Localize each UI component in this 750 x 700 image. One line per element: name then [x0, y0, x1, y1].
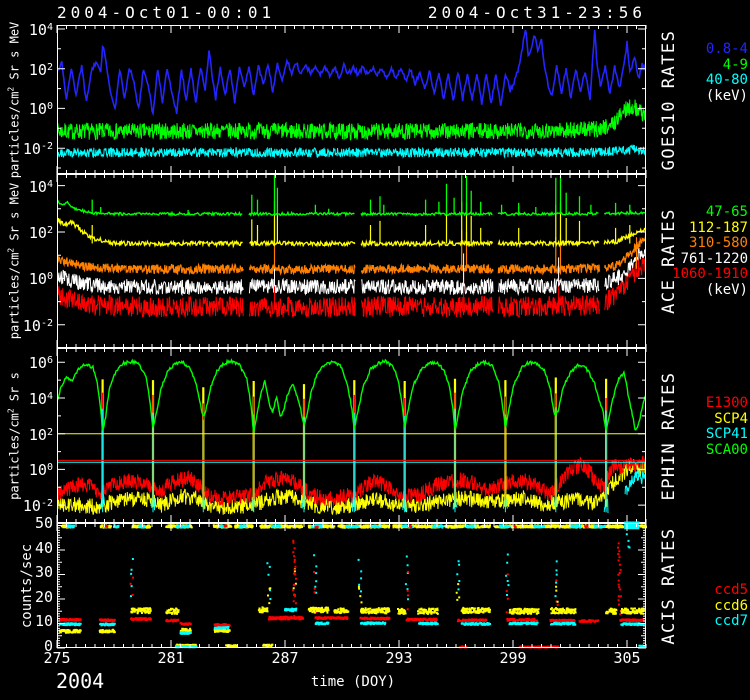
panel-title-acis-rates: ACIS RATES [659, 527, 679, 644]
y-tick-label-acis: 10 [35, 614, 53, 630]
legend-ace-0: 47-65 [706, 205, 748, 221]
y-tick-label-goes10: 102 [29, 60, 53, 79]
legend-acis-0: ccd5 [714, 583, 748, 599]
acis-radbelt-dots-red [130, 571, 559, 614]
y-tick-label-goes10: 104 [29, 20, 53, 39]
chandra-radiation-monitor-plot: 2004-Oct01-00:01 2004-Oct31-23:56 GOES10… [0, 0, 750, 700]
x-tick-label: 281 [141, 651, 201, 667]
y-tick-label-ephin: 106 [29, 353, 53, 372]
legend-acis-1: ccd6 [714, 599, 748, 615]
y-tick-label-ephin: 10-2 [23, 496, 53, 515]
y-tick-label-acis: 30 [35, 565, 53, 581]
acis-radbelt-dots-yellow [267, 568, 559, 604]
legend-ace-4: 1060-1910 [672, 267, 748, 283]
plot-start-timestamp: 2004-Oct01-00:01 [57, 3, 275, 22]
panel-ace-data [57, 175, 646, 318]
panel-acis-data [59, 533, 646, 648]
acis-ccd5 [59, 616, 645, 649]
legend-ephin-0: E1300 [706, 396, 748, 412]
legend-ace-3: 761-1220 [681, 252, 748, 268]
legend-goes10-1: 4-9 [723, 58, 748, 74]
y-tick-label-goes10: 10-2 [23, 139, 53, 158]
legend-goes10-0: 0.8-4 [706, 42, 748, 58]
panel-acis-ticks [57, 523, 646, 648]
legend-goes10-2: 40-80 [706, 73, 748, 89]
ace-112-187 [57, 218, 646, 246]
legend-ace-2: 310-580 [689, 236, 748, 252]
x-tick-label: 275 [27, 651, 87, 667]
goes-40-80-kev [57, 145, 646, 158]
acis-ccd6-high [130, 606, 645, 615]
y-tick-label-acis: 20 [35, 590, 53, 606]
legend-acis-2: ccd7 [714, 614, 748, 630]
y-axis-label-ephin: particles/cm2 Sr s [7, 372, 22, 500]
ace-yellow-spikes [92, 201, 630, 244]
y-tick-label-ace: 104 [29, 177, 53, 196]
panel-title-ace-rates: ACE RATES [659, 208, 679, 314]
x-tick-label: 299 [483, 651, 543, 667]
acis-red-streaks [292, 540, 622, 617]
panel-title-ephin-rates: EPHIN RATES [659, 371, 679, 500]
y-tick-label-ephin: 100 [29, 460, 53, 479]
x-tick-label: 287 [255, 651, 315, 667]
y-tick-label-acis: 40 [35, 541, 53, 557]
panel-ace-ticks [57, 174, 646, 348]
x-tick-label: 293 [369, 651, 429, 667]
legend-ephin-1: SCP4 [714, 412, 748, 428]
panel-goes10-data [57, 30, 646, 157]
y-tick-label-acis: 50 [35, 516, 53, 532]
ephin-sca00 [57, 360, 645, 433]
goes-4-9-kev [57, 100, 646, 140]
ace-green-spikes [92, 175, 630, 214]
legend-ephin-3: SCA00 [706, 443, 748, 459]
y-axis-label-acis: counts/sec [19, 543, 35, 627]
y-axis-label-ace: particles/cm2 Sr s MeV [7, 183, 22, 340]
y-tick-label-goes10: 100 [29, 99, 53, 118]
plot-canvas [0, 0, 750, 700]
ace-47-65 [57, 201, 646, 216]
x-axis-label: time (DOY) [0, 674, 706, 690]
panel-acis-frame [57, 522, 647, 649]
x-axis-year-label: 2004 [56, 669, 104, 693]
y-tick-label-ace: 102 [29, 223, 53, 242]
y-axis-label-goes10: particles/cm2 Sr s MeV [7, 21, 22, 178]
y-tick-label-ace: 100 [29, 269, 53, 288]
panel-ace-frame [57, 174, 646, 348]
y-tick-label-ephin: 104 [29, 389, 53, 408]
plot-end-timestamp: 2004-Oct31-23:56 [428, 3, 646, 22]
x-tick-label: 305 [597, 651, 657, 667]
acis-ccd6-low [59, 628, 274, 648]
goes-0.8-4-kev [57, 30, 646, 114]
legend-ace-1: 112-187 [689, 221, 748, 237]
legend-ace-5: (keV) [706, 283, 748, 299]
acis-saturated-block-cyan [624, 522, 639, 530]
legend-ephin-2: SCP41 [706, 427, 748, 443]
ace-1060-1910 [57, 256, 646, 318]
y-tick-label-ace: 10-2 [23, 316, 53, 335]
legend-goes10-3: (keV) [706, 89, 748, 105]
panel-ephin-data [57, 360, 646, 515]
y-tick-label-ephin: 102 [29, 425, 53, 444]
panel-title-goes10-rates: GOES10 RATES [659, 29, 679, 170]
